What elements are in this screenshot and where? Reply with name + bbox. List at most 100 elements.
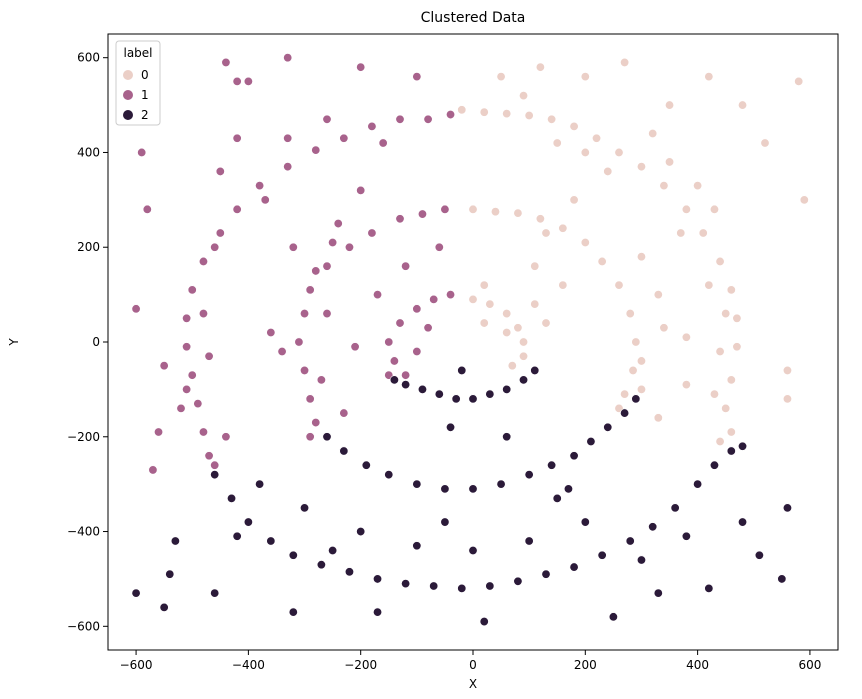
scatter-point-label-1 [417,209,427,219]
scatter-point-label-1 [232,76,242,86]
scatter-point-label-2 [417,384,427,394]
x-tick-label: −200 [344,658,377,672]
scatter-point-label-1 [142,204,152,214]
scatter-point-label-2 [266,536,276,546]
scatter-point-label-1 [356,62,366,72]
scatter-point-label-1 [373,290,383,300]
scatter-point-label-1 [328,237,338,247]
scatter-point-label-2 [429,581,439,591]
scatter-point-label-0 [502,309,512,319]
scatter-point-label-1 [350,342,360,352]
scatter-point-label-0 [530,261,540,271]
scatter-point-label-0 [603,166,613,176]
scatter-point-label-1 [395,318,405,328]
scatter-point-label-1 [316,375,326,385]
scatter-point-label-0 [704,280,714,290]
scatter-point-label-0 [681,380,691,390]
scatter-point-label-1 [395,114,405,124]
scatter-point-label-2 [777,574,787,584]
scatter-point-label-2 [288,550,298,560]
scatter-point-label-0 [760,138,770,148]
scatter-point-label-1 [210,460,220,470]
scatter-point-label-2 [569,562,579,572]
scatter-point-label-1 [300,365,310,375]
scatter-point-label-2 [434,389,444,399]
scatter-point-label-0 [693,181,703,191]
scatter-point-label-1 [182,384,192,394]
scatter-point-label-2 [670,503,680,513]
scatter-point-label-1 [210,242,220,252]
scatter-point-label-2 [485,389,495,399]
x-tick-label: 0 [469,658,477,672]
scatter-point-label-1 [367,228,377,238]
scatter-point-label-2 [373,607,383,617]
scatter-point-label-2 [339,446,349,456]
scatter-point-label-2 [356,527,366,537]
legend-label-0: 0 [141,68,149,82]
scatter-point-label-0 [530,299,540,309]
legend-box [115,40,161,126]
y-tick-label: −600 [67,619,100,633]
scatter-point-label-1 [131,304,141,314]
y-tick-label: −200 [67,430,100,444]
x-tick-label: 600 [798,658,821,672]
scatter-point-label-1 [412,72,422,82]
scatter-point-label-0 [535,62,545,72]
scatter-point-label-0 [468,204,478,214]
scatter-point-label-2 [586,437,596,447]
scatter-point-label-2 [704,583,714,593]
scatter-point-label-2 [451,394,461,404]
scatter-point-label-2 [227,493,237,503]
scatter-point-label-2 [468,545,478,555]
scatter-point-label-1 [255,181,265,191]
scatter-point-label-2 [255,479,265,489]
y-axis-title: Y [7,338,21,347]
scatter-point-label-2 [170,536,180,546]
scatter-point-label-2 [210,588,220,598]
scatter-point-label-2 [468,394,478,404]
scatter-point-label-0 [502,328,512,338]
x-tick-label: 200 [574,658,597,672]
scatter-point-label-0 [636,162,646,172]
scatter-point-label-0 [732,342,742,352]
scatter-point-label-2 [457,583,467,593]
scatter-point-label-2 [243,517,253,527]
scatter-point-label-0 [665,100,675,110]
scatter-point-label-2 [636,555,646,565]
scatter-point-label-0 [704,72,714,82]
scatter-point-label-0 [715,256,725,266]
scatter-point-label-1 [434,242,444,252]
scatter-point-label-0 [580,72,590,82]
scatter-point-label-1 [412,346,422,356]
points-layer [131,53,809,627]
scatter-point-label-2 [519,375,529,385]
scatter-point-label-1 [356,185,366,195]
scatter-point-label-2 [401,380,411,390]
plot-frame [107,33,839,651]
y-tick-label: 0 [92,335,100,349]
scatter-point-label-2 [726,446,736,456]
scatter-point-label-2 [322,432,332,442]
scatter-point-label-2 [361,460,371,470]
scatter-point-label-0 [681,332,691,342]
scatter-point-label-1 [395,214,405,224]
scatter-point-label-2 [738,441,748,451]
scatter-point-label-1 [193,399,203,409]
y-axis: −600 −400 −200 0 200 400 600 [67,51,108,633]
scatter-point-label-0 [715,346,725,356]
legend-label-2: 2 [141,108,149,122]
scatter-point-label-2 [754,550,764,560]
scatter-point-label-1 [305,394,315,404]
scatter-point-label-2 [597,550,607,560]
scatter-point-label-0 [628,365,638,375]
scatter-point-label-1 [446,110,456,120]
scatter-point-label-1 [305,432,315,442]
scatter-point-label-0 [541,318,551,328]
scatter-point-label-0 [479,107,489,117]
scatter-point-label-0 [676,228,686,238]
scatter-point-label-0 [485,299,495,309]
scatter-point-label-1 [429,294,439,304]
scatter-point-label-2 [159,602,169,612]
legend-title: label [123,46,152,60]
scatter-point-label-0 [490,207,500,217]
